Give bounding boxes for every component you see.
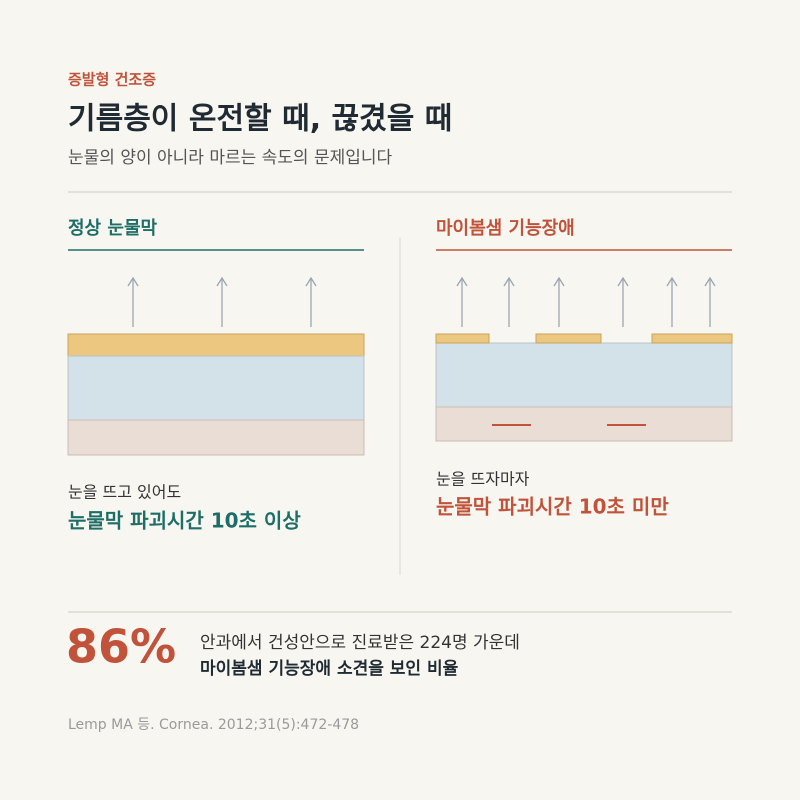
eyebrow: 증발형 건조증 xyxy=(68,71,156,89)
lipid-fragment xyxy=(435,333,490,344)
panel-result: 눈물막 파괴시간 10초 미만 xyxy=(436,495,669,519)
subtitle: 눈물의 양이 아니라 마르는 속도의 문제입니다 xyxy=(68,148,393,168)
lipid-layer xyxy=(67,333,365,357)
aqueous-layer xyxy=(435,342,733,408)
panel-caption: 눈을 뜨자마자 xyxy=(436,470,530,489)
lipid-fragment xyxy=(651,333,733,344)
panel-heading: 마이봄샘 기능장애 xyxy=(436,218,575,239)
evaporation-arrows xyxy=(127,276,317,327)
citation: Lemp MA 등. Cornea. 2012;31(5):472-478 xyxy=(68,717,359,733)
aqueous-layer xyxy=(67,355,365,421)
panel-result: 눈물막 파괴시간 10초 이상 xyxy=(68,509,301,533)
eye-surface xyxy=(67,419,365,456)
stat-description: 마이봄샘 기능장애 소견을 보인 비율 xyxy=(200,659,459,679)
panel-caption: 눈을 뜨고 있어도 xyxy=(68,483,181,502)
evaporation-arrows xyxy=(456,276,716,327)
stat-value: 86% xyxy=(66,620,176,674)
stat-description: 안과에서 건성안으로 진료받은 224명 가운데 xyxy=(200,633,520,653)
eye-surface xyxy=(435,406,733,442)
panel-heading: 정상 눈물막 xyxy=(68,218,158,239)
lipid-fragment xyxy=(535,333,602,344)
title: 기름층이 온전할 때, 끊겼을 때 xyxy=(68,102,452,137)
